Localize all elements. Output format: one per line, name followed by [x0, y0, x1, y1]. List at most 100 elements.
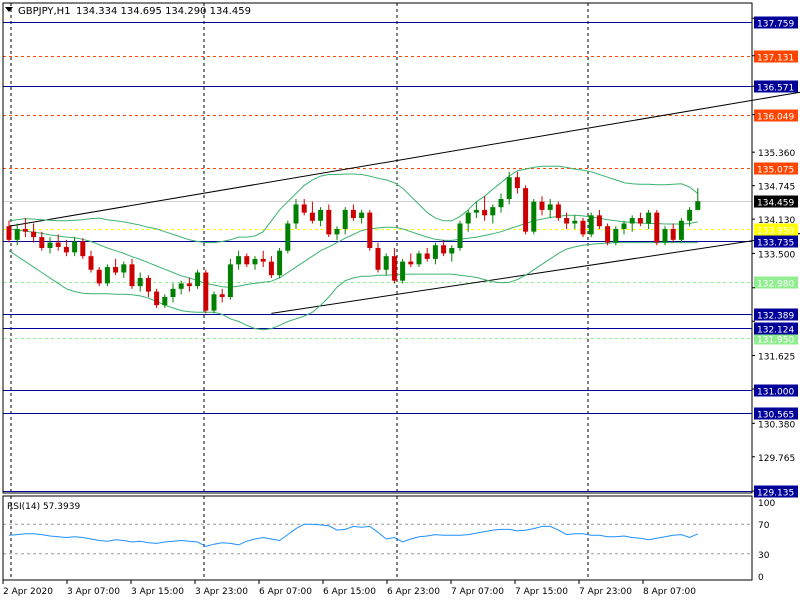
- price-level-tag: [754, 384, 798, 397]
- time-tick-label: 7 Apr 15:00: [515, 587, 568, 597]
- candle-body: [63, 246, 69, 253]
- candle-body: [88, 256, 94, 270]
- candle: [6, 220, 12, 243]
- candle-body: [695, 201, 701, 210]
- price-level-tag: [754, 109, 798, 122]
- candle: [662, 226, 668, 246]
- price-tick-label: 135.360: [758, 149, 795, 159]
- price-level-label: 131.000: [757, 388, 794, 398]
- candle-body: [236, 256, 242, 265]
- price-level-label: 131.950: [757, 336, 794, 346]
- candle: [342, 207, 348, 235]
- candle-body: [670, 228, 676, 240]
- trend-channel-line: [8, 91, 800, 227]
- candle: [383, 253, 389, 276]
- candle: [268, 256, 274, 278]
- candle-body: [293, 204, 299, 224]
- candle-body: [244, 256, 250, 265]
- candle: [170, 283, 176, 303]
- candle-body: [227, 264, 233, 297]
- price-level-tag: [754, 223, 798, 236]
- price-tick-label: 131.625: [758, 353, 795, 363]
- candle-body: [47, 242, 53, 248]
- candle-body: [662, 228, 668, 243]
- candle: [613, 226, 619, 246]
- price-tick-label: 130.380: [758, 420, 795, 430]
- candle: [596, 209, 602, 229]
- trend-channel-layer: [8, 91, 800, 314]
- candle-body: [170, 288, 176, 297]
- price-level-label: 130.565: [757, 411, 794, 421]
- candle-body: [621, 223, 627, 229]
- candle-body: [646, 212, 652, 224]
- time-tick-label: 6 Apr 15:00: [323, 587, 376, 597]
- candle-body: [383, 256, 389, 270]
- rsi-pane-frame: [2, 495, 753, 581]
- candle-body: [318, 209, 324, 221]
- price-level-label: 134.459: [757, 199, 794, 209]
- candle: [367, 209, 373, 251]
- time-tick-label: 3 Apr 07:00: [67, 587, 120, 597]
- rsi-header: RSI(14) 57.3939: [7, 502, 80, 512]
- candle: [14, 223, 20, 246]
- candle: [514, 171, 520, 194]
- candle-body: [350, 209, 356, 219]
- rsi-tick-label: 0: [758, 573, 764, 583]
- candle-body: [580, 220, 586, 235]
- candle-body: [137, 277, 143, 287]
- candle: [39, 231, 45, 251]
- dropdown-arrow-icon[interactable]: [5, 7, 13, 12]
- price-level-tag: [754, 195, 798, 208]
- price-level-label: 137.131: [757, 54, 794, 64]
- candle-body: [572, 220, 578, 224]
- candle: [687, 207, 693, 227]
- candle: [22, 218, 28, 238]
- candle: [449, 245, 455, 262]
- candle: [654, 209, 660, 246]
- rsi-line: [8, 523, 699, 547]
- rsi-tick-label: 70: [758, 521, 770, 531]
- price-level-label: 132.124: [757, 326, 794, 336]
- candle-body: [121, 264, 127, 273]
- candle-body: [605, 226, 611, 243]
- candle: [637, 212, 643, 227]
- rsi-tick-label: 30: [758, 551, 770, 561]
- candle-body: [539, 201, 545, 210]
- candle-body: [104, 267, 110, 284]
- price-level-tag: [754, 407, 798, 420]
- candle: [55, 234, 61, 251]
- price-level-tag: [754, 80, 798, 93]
- candle-body: [277, 250, 283, 276]
- candle-body: [342, 209, 348, 229]
- trend-channel-line: [271, 233, 800, 314]
- candle-body: [359, 212, 365, 219]
- candle: [523, 185, 529, 235]
- candle-body: [555, 204, 561, 219]
- candle-body: [113, 267, 119, 273]
- candle: [555, 201, 561, 221]
- ohlc-values: 134.334 134.695 134.290 134.459: [76, 6, 251, 17]
- candle: [350, 204, 356, 221]
- candle: [301, 199, 307, 216]
- candle-body: [14, 228, 20, 240]
- candle: [646, 209, 652, 229]
- candle: [219, 288, 225, 303]
- candle: [104, 264, 110, 287]
- candle-body: [629, 218, 635, 224]
- candle: [195, 269, 201, 289]
- time-axis-layer: 2 Apr 2020 3 Apr 07:00 3 Apr 15:00 3 Apr 23…: [2, 580, 696, 597]
- header-layer: GBPJPY,H1 134.334 134.695 134.290 134.45…: [5, 6, 251, 17]
- candle: [416, 250, 422, 268]
- price-level-label: 129.135: [757, 489, 794, 499]
- bb-middle-line: [8, 214, 698, 288]
- candle: [96, 267, 102, 287]
- candle: [482, 196, 488, 221]
- price-axis-layer: 133.950 132.980 131.950 137.759 137.131 136.5…: [752, 16, 798, 499]
- candle: [154, 288, 160, 308]
- bollinger-bands-layer: [8, 165, 699, 331]
- price-level-tag: [754, 485, 798, 498]
- time-tick-label: 3 Apr 23:00: [195, 587, 248, 597]
- candle: [211, 291, 217, 314]
- candle: [408, 253, 414, 268]
- price-level-tag: [754, 235, 798, 248]
